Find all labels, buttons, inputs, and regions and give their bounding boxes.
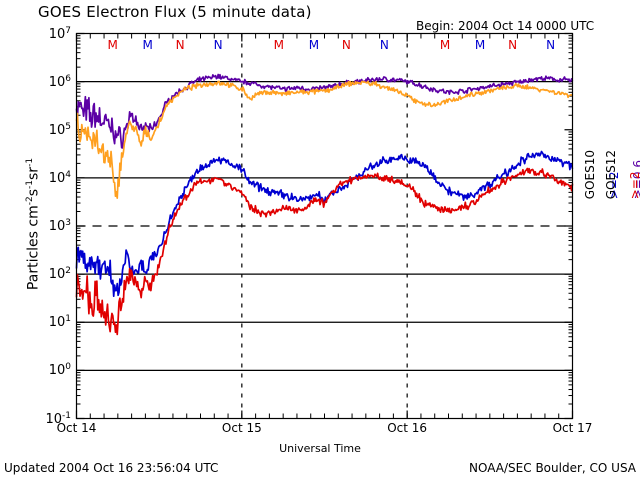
event-flag-m: M xyxy=(273,38,285,52)
event-flag-m: M xyxy=(474,38,486,52)
event-flag-n: N xyxy=(175,38,185,52)
y-tick-label: 100 xyxy=(48,362,71,379)
event-flag-m: M xyxy=(439,38,451,52)
y-tick-label: 102 xyxy=(48,265,71,283)
event-flag-n: N xyxy=(341,38,351,52)
y-tick-label: 104 xyxy=(48,169,71,187)
event-flag-n: N xyxy=(379,38,389,52)
x-tick-label: Oct 15 xyxy=(221,421,262,435)
event-flag-m: M xyxy=(142,38,153,52)
credit-label: NOAA/SEC Boulder, CO USA xyxy=(469,461,636,475)
event-flag-m: M xyxy=(107,38,118,52)
chart-title: GOES Electron Flux (5 minute data) xyxy=(38,3,312,21)
y-tick-label: 107 xyxy=(48,25,71,42)
event-flag-m: M xyxy=(308,38,320,52)
plot-frame xyxy=(75,32,574,420)
x-axis-label: Universal Time xyxy=(279,442,361,455)
y-tick-label: 105 xyxy=(48,121,71,138)
series-line xyxy=(75,80,574,199)
y-tick-label: 101 xyxy=(48,314,71,331)
data-series xyxy=(75,73,574,336)
y-tick-label: 103 xyxy=(48,217,71,235)
event-flag-n: N xyxy=(546,38,556,52)
event-flag-n: N xyxy=(213,38,223,52)
series-line xyxy=(75,167,574,336)
x-tick-label: Oct 16 xyxy=(387,421,428,435)
event-flag-n: N xyxy=(508,38,518,52)
x-tick-label: Oct 17 xyxy=(552,421,593,435)
gridlines xyxy=(76,33,573,419)
y-tick-label: 10-1 xyxy=(45,410,71,427)
y-tick-label: 106 xyxy=(48,73,71,90)
x-tick-label: Oct 14 xyxy=(56,421,97,435)
updated-timestamp: Updated 2004 Oct 16 23:56:04 UTC xyxy=(4,461,219,475)
series-line xyxy=(75,73,574,149)
begin-time-label: Begin: 2004 Oct 14 0000 UTC xyxy=(416,19,595,33)
